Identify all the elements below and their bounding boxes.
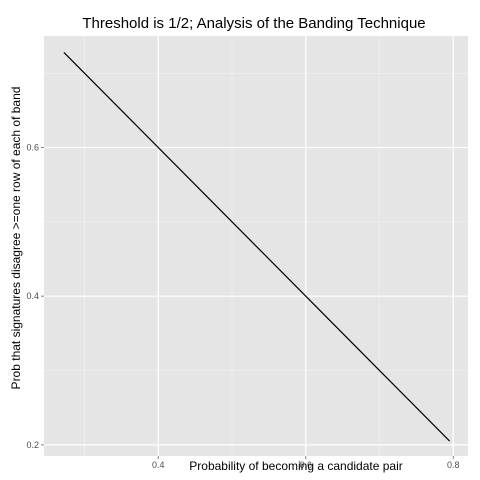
x-tick-label: 0.4 <box>152 460 165 470</box>
y-tick-label: 0.4 <box>26 291 39 301</box>
gridlines <box>44 36 468 456</box>
x-tick-label: 0.8 <box>447 460 460 470</box>
x-axis-ticks: 0.4 0.6 0.8 <box>152 456 460 470</box>
series-layer <box>63 51 451 442</box>
x-axis-title: Probability of becoming a candidate pair <box>189 459 402 473</box>
y-axis-ticks: 0.2 0.4 0.6 <box>26 143 44 450</box>
x-tick-label: 0.6 <box>300 460 313 470</box>
y-tick-label: 0.2 <box>26 440 39 450</box>
chart-title: Threshold is 1/2; Analysis of the Bandin… <box>82 15 425 32</box>
y-axis-title: Prob that signatures disagree >=one row … <box>9 87 23 390</box>
series-line <box>63 51 451 442</box>
y-tick-label: 0.6 <box>26 143 39 153</box>
